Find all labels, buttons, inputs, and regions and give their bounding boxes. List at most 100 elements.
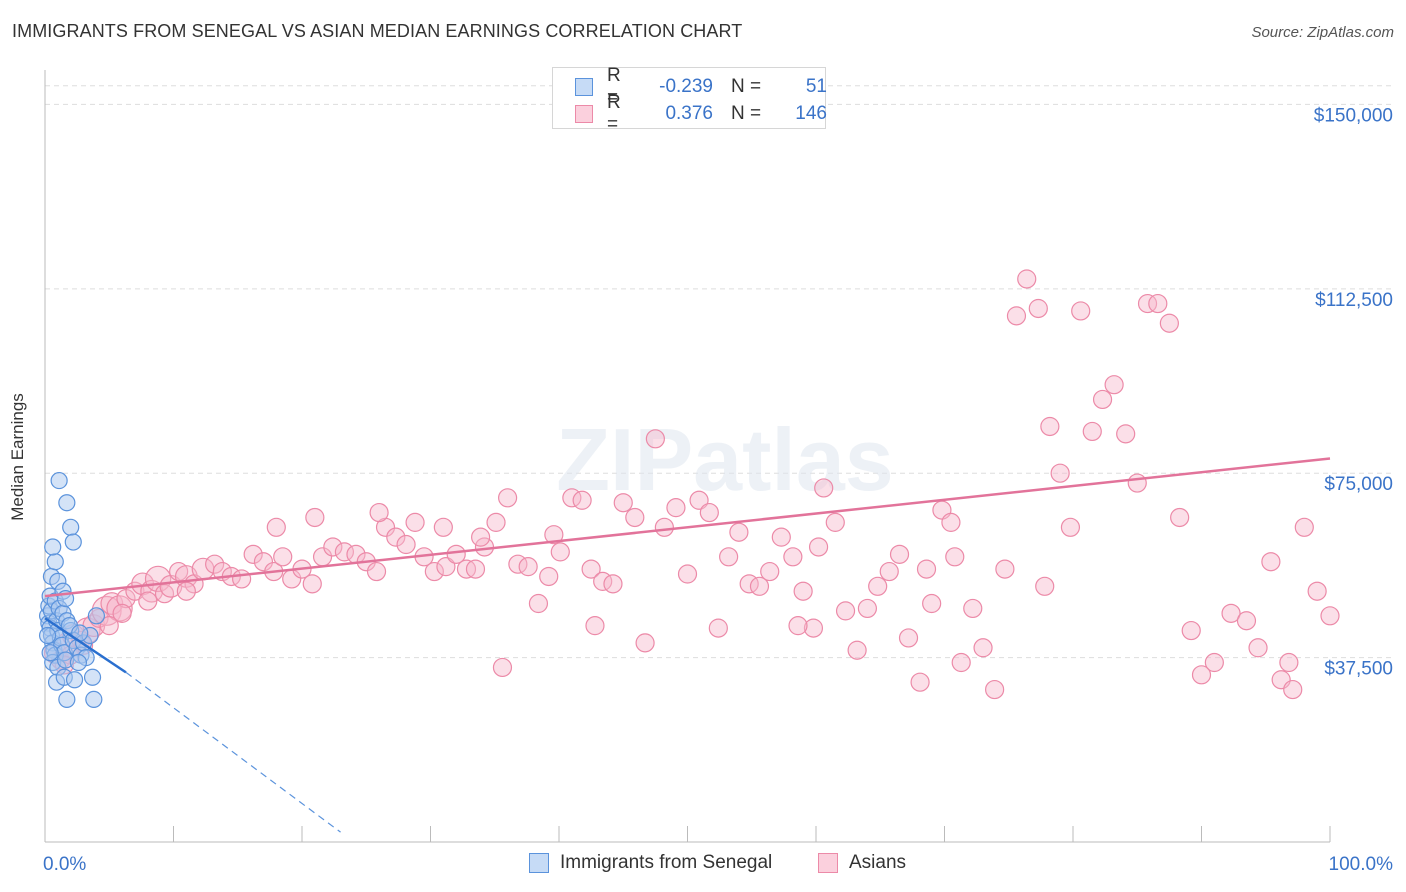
r-value: -0.239 <box>659 76 713 97</box>
asians-point <box>847 640 867 660</box>
axis-layer <box>44 70 1331 843</box>
r-value: 0.376 <box>665 103 713 124</box>
asians-point <box>808 537 829 557</box>
senegal-point <box>41 644 59 662</box>
asians-point <box>1221 603 1241 623</box>
asians-point <box>603 574 623 594</box>
asians-point <box>1092 389 1113 410</box>
asians-point <box>1060 517 1081 537</box>
asians-point <box>645 429 665 449</box>
asians-point <box>951 652 971 673</box>
asians-point <box>985 679 1005 700</box>
asians-point <box>973 638 993 658</box>
asians-point <box>550 542 570 562</box>
asians-point <box>169 561 189 582</box>
asians-point <box>1236 611 1257 631</box>
n-value: 146 <box>795 103 827 124</box>
asians-point <box>729 522 749 542</box>
n-value: 51 <box>805 76 827 97</box>
asians-point <box>613 493 633 513</box>
asians-point <box>1159 313 1179 333</box>
senegal-point <box>64 533 82 551</box>
asians-point <box>518 557 538 577</box>
asians-point <box>1279 652 1299 673</box>
asians-point <box>544 525 564 545</box>
asians-point <box>1191 665 1212 685</box>
asians-point <box>112 603 132 623</box>
asians-point <box>1006 306 1027 326</box>
asians-point <box>771 527 791 547</box>
asians-point <box>1248 638 1268 658</box>
r-label: R = <box>607 92 621 135</box>
asians-point <box>446 544 466 564</box>
asians-point <box>689 490 709 510</box>
asians-swatch <box>818 853 838 873</box>
asians-point <box>323 537 343 557</box>
asians-point <box>1204 652 1224 673</box>
senegal-point <box>38 626 57 645</box>
senegal-point <box>69 653 88 672</box>
asians-point <box>369 502 389 523</box>
series-legend: Immigrants from Senegal Asians <box>0 852 1406 876</box>
asians-point <box>405 512 425 532</box>
asians-point <box>1137 293 1158 314</box>
asians-point <box>1028 298 1048 319</box>
y-tick-label: $75,000 <box>1324 474 1393 495</box>
asians-point <box>803 618 824 638</box>
senegal-points <box>38 471 106 709</box>
legend-row-senegal: R = -0.239 N = 51 <box>575 65 827 108</box>
x-tick-label: 0.0% <box>43 854 86 875</box>
legend-label: Immigrants from Senegal <box>560 852 773 873</box>
senegal-point <box>83 668 102 686</box>
trend-lines <box>44 457 1331 833</box>
senegal-point <box>65 671 84 689</box>
legend-row-asians: R = 0.376 N = 146 <box>575 92 827 135</box>
senegal-point <box>58 690 76 709</box>
asians-point <box>465 559 486 579</box>
asians-point <box>1294 517 1314 537</box>
asians-point <box>1050 463 1070 483</box>
asians-point <box>898 628 919 648</box>
asians-point <box>205 554 225 574</box>
asians-point <box>486 512 506 532</box>
asians-point <box>1035 576 1055 596</box>
asians-point <box>677 564 698 584</box>
asians-point <box>699 502 719 523</box>
asians-point <box>910 672 930 692</box>
x-tick-label: 100.0% <box>1329 854 1394 875</box>
asians-point <box>539 566 559 587</box>
asians-point <box>625 507 645 528</box>
asians-point <box>941 512 961 532</box>
asians-point <box>1040 416 1060 437</box>
asians-point <box>916 559 937 579</box>
asians-point <box>760 561 780 582</box>
r-label: R = <box>607 65 621 108</box>
asians-point <box>835 601 856 621</box>
asians-point <box>528 593 549 614</box>
senegal-point <box>87 607 106 625</box>
chart-title: IMMIGRANTS FROM SENEGAL VS ASIAN MEDIAN … <box>12 21 743 41</box>
asians-point <box>266 517 286 537</box>
asians-point <box>1181 620 1201 641</box>
senegal-point <box>44 538 62 556</box>
asians-point <box>708 618 728 638</box>
asians-point <box>396 534 416 555</box>
asians-point <box>749 576 770 596</box>
legend-item-asians[interactable]: Asians <box>818 852 906 874</box>
asians-point <box>1148 293 1168 314</box>
asians-point <box>1307 581 1327 601</box>
asians-point <box>783 547 803 567</box>
senegal-point <box>58 494 76 512</box>
asians-point <box>1127 473 1147 493</box>
legend-item-senegal[interactable]: Immigrants from Senegal <box>529 852 772 874</box>
asians-point <box>433 517 453 537</box>
asians-point <box>273 547 293 567</box>
asians-point <box>366 561 387 582</box>
y-tick-label: $112,500 <box>1315 290 1393 311</box>
stats-legend: R = -0.239 N = 51 R = 0.376 N = 146 <box>552 65 827 135</box>
asians-trend-line <box>44 457 1331 598</box>
asians-point <box>471 527 491 547</box>
asians-point <box>1170 507 1190 528</box>
asians-point <box>793 581 813 601</box>
